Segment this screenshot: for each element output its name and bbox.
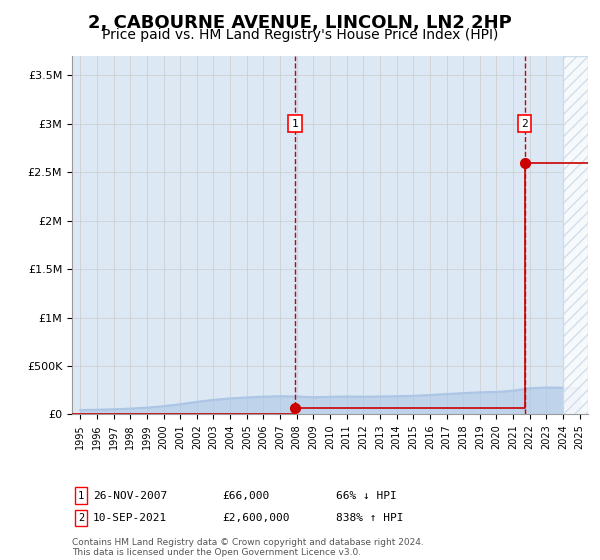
Text: 10-SEP-2021: 10-SEP-2021 bbox=[93, 513, 167, 523]
Text: 1: 1 bbox=[78, 491, 84, 501]
Text: £2,600,000: £2,600,000 bbox=[222, 513, 290, 523]
Text: 26-NOV-2007: 26-NOV-2007 bbox=[93, 491, 167, 501]
Text: 1: 1 bbox=[292, 119, 298, 129]
Text: Contains HM Land Registry data © Crown copyright and database right 2024.
This d: Contains HM Land Registry data © Crown c… bbox=[72, 538, 424, 557]
Text: 66% ↓ HPI: 66% ↓ HPI bbox=[336, 491, 397, 501]
Text: 838% ↑ HPI: 838% ↑ HPI bbox=[336, 513, 404, 523]
Text: Price paid vs. HM Land Registry's House Price Index (HPI): Price paid vs. HM Land Registry's House … bbox=[102, 28, 498, 42]
Text: 2: 2 bbox=[78, 513, 84, 523]
Text: 2, CABOURNE AVENUE, LINCOLN, LN2 2HP: 2, CABOURNE AVENUE, LINCOLN, LN2 2HP bbox=[88, 14, 512, 32]
Text: 2: 2 bbox=[521, 119, 528, 129]
Text: £66,000: £66,000 bbox=[222, 491, 269, 501]
